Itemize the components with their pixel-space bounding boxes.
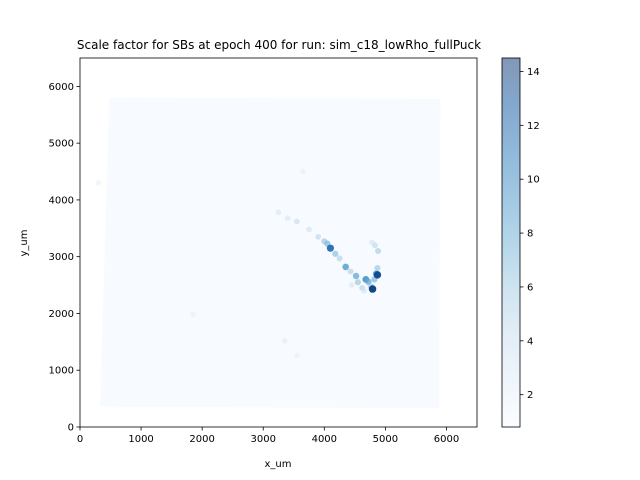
x-tick-label: 6000 [434,434,459,445]
x-axis-label: x_um [265,459,292,470]
data-point [300,168,306,175]
colorbar-tick-label: 14 [527,67,540,78]
plot-area: 0 1000 2000 3000 4000 5000 6000 0 1000 2000 3000 4… [49,57,478,445]
x-axis: 0 1000 2000 3000 4000 5000 6000 [77,427,459,445]
data-point [306,226,312,233]
data-point [95,180,102,186]
data-point [293,218,300,225]
y-tick-label: 6000 [49,82,74,93]
puck-region [100,97,441,409]
x-tick-label: 1000 [128,434,153,445]
y-tick-label: 4000 [49,195,74,206]
colorbar-tick-label: 10 [527,175,540,186]
data-point [294,352,300,359]
colorbar-tick-label: 6 [527,282,533,293]
data-point [275,209,282,216]
data-point [373,271,382,279]
y-tick-label: 0 [68,423,74,434]
data-point [336,255,343,262]
data-point [326,244,334,252]
data-point [368,285,377,293]
data-point [375,248,382,255]
data-point [315,233,322,240]
y-axis-label: y_um [19,230,30,257]
data-point [342,263,350,271]
colorbar-tick-label: 4 [527,336,533,347]
data-point [361,287,367,294]
y-tick-label: 5000 [49,139,74,150]
data-point [352,272,360,280]
y-tick-label: 3000 [49,252,74,263]
data-point [354,279,361,286]
colorbar-tick-label: 8 [527,229,533,240]
colorbar-tick-label: 2 [527,390,533,401]
colorbar: 2 4 6 8 10 12 14 [501,57,540,428]
y-tick-label: 1000 [49,366,74,377]
colorbar-ticks: 2 4 6 8 10 12 14 [520,67,540,401]
data-point [374,264,381,272]
x-tick-label: 2000 [189,434,214,445]
data-point [190,311,196,318]
y-axis: 0 1000 2000 3000 4000 5000 6000 [49,82,80,434]
x-tick-label: 5000 [373,434,398,445]
x-tick-label: 4000 [312,434,337,445]
colorbar-gradient [502,58,520,427]
chart-title: Scale factor for SBs at epoch 400 for ru… [77,38,481,52]
y-tick-label: 2000 [49,309,74,320]
data-point [332,250,339,257]
data-point [369,239,375,246]
x-tick-label: 3000 [251,434,276,445]
data-point [348,282,355,288]
data-point [281,337,288,344]
colorbar-tick-label: 12 [527,121,540,132]
data-point [284,215,291,221]
x-tick-label: 0 [77,434,83,445]
data-point [347,268,354,275]
plot-frame [79,57,478,428]
colorbar-frame [501,57,521,428]
